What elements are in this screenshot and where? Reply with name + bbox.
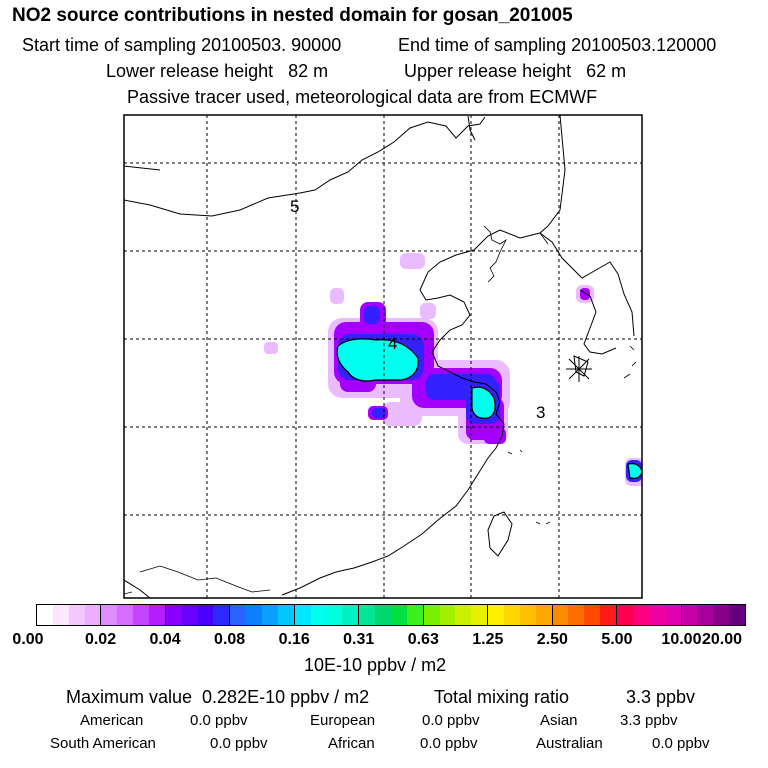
- maximum-value: Maximum value 0.282E-10 ppbv / m2: [66, 687, 370, 707]
- plume-core: [336, 338, 642, 479]
- region-south-american-label: South American: [50, 735, 156, 752]
- colorbar-swatch: [600, 605, 617, 625]
- colorbar-swatch: [342, 605, 359, 625]
- colorbar-segment: [488, 605, 553, 625]
- region-european-value: 0.0 ppbv: [422, 712, 480, 729]
- region-african-value: 0.0 ppbv: [420, 735, 478, 752]
- colorbar-swatch: [149, 605, 165, 625]
- colorbar-segment: [681, 605, 745, 625]
- map-frame: [123, 114, 643, 599]
- colorbar-swatch: [697, 605, 714, 625]
- region-south-american-value: 0.0 ppbv: [210, 735, 268, 752]
- region-american-value: 0.0 ppbv: [190, 712, 248, 729]
- colorbar-tick-label: 20.00: [701, 631, 743, 648]
- colorbar-swatch: [133, 605, 150, 625]
- receptor-star-icon: [566, 356, 592, 382]
- colorbar-swatch: [504, 605, 520, 625]
- contour-label-5: 5: [290, 197, 299, 216]
- colorbar-segment: [552, 605, 618, 625]
- colorbar-segment: [617, 605, 682, 625]
- lat-lon-grid: [124, 115, 642, 598]
- region-asian-label: Asian: [540, 712, 578, 729]
- colorbar-swatch: [535, 605, 552, 625]
- colorbar-swatch: [230, 605, 247, 625]
- map-title: NO2 source contributions in nested domai…: [12, 5, 573, 26]
- coastlines: [124, 115, 635, 598]
- colorbar-swatch: [552, 605, 569, 625]
- colorbar-tick-label: 0.63: [407, 631, 439, 648]
- region-australian-value: 0.0 ppbv: [652, 735, 710, 752]
- colorbar-segment: [165, 605, 231, 625]
- colorbar-swatch: [584, 605, 601, 625]
- region-european-label: European: [310, 712, 376, 729]
- colorbar-swatch: [52, 605, 69, 625]
- colorbar-swatch: [729, 605, 745, 625]
- colorbar-segment: [359, 605, 424, 625]
- colorbar-swatch: [439, 605, 456, 625]
- colorbar-swatch: [213, 605, 230, 625]
- colorbar-segment: [423, 605, 489, 625]
- contour-label-3: 3: [536, 403, 545, 422]
- colorbar-segment: [294, 605, 360, 625]
- colorbar-segment: [37, 605, 102, 625]
- end-time: End time of sampling 20100503.120000: [398, 35, 717, 55]
- colorbar-swatch: [310, 605, 327, 625]
- colorbar-swatch: [390, 605, 407, 625]
- colorbar-swatch: [165, 605, 182, 625]
- colorbar-units: 10E-10 ppbv / m2: [304, 655, 447, 675]
- colorbar-swatch: [294, 605, 311, 625]
- colorbar-swatch: [423, 605, 440, 625]
- region-american-label: American: [80, 712, 144, 729]
- colorbar-swatch: [617, 605, 633, 625]
- colorbar-swatch: [664, 605, 681, 625]
- colorbar-tick-label: 0.00: [12, 631, 44, 648]
- total-mixing-ratio-label: Total mixing ratio: [434, 687, 570, 707]
- colorbar-swatch: [197, 605, 214, 625]
- colorbar-tick-label: 0.16: [278, 631, 310, 648]
- colorbar-swatch: [101, 605, 118, 625]
- colorbar-swatch: [488, 605, 505, 625]
- colorbar-tick-label: 2.50: [536, 631, 568, 648]
- colorbar-swatch: [632, 605, 649, 625]
- colorbar: [36, 604, 746, 626]
- colorbar-swatch: [455, 605, 472, 625]
- colorbar-tick-label: 10.00: [661, 631, 702, 648]
- colorbar-swatch: [246, 605, 263, 625]
- colorbar-segment: [230, 605, 295, 625]
- colorbar-swatch: [519, 605, 536, 625]
- contour-label-4: 4: [388, 334, 397, 353]
- colorbar-segment: [101, 605, 166, 625]
- colorbar-swatch: [84, 605, 101, 625]
- colorbar-swatch: [681, 605, 698, 625]
- tracer-note: Passive tracer used, meteorological data…: [127, 87, 598, 107]
- colorbar-tick-label: 0.08: [214, 631, 246, 648]
- colorbar-swatch: [471, 605, 488, 625]
- colorbar-tick-label: 0.02: [84, 631, 117, 648]
- region-asian-value: 3.3 ppbv: [620, 712, 678, 729]
- lower-release-height: Lower release height 82 m: [106, 61, 329, 81]
- colorbar-swatch: [359, 605, 376, 625]
- region-african-label: African: [328, 735, 375, 752]
- colorbar-swatch: [375, 605, 391, 625]
- colorbar-swatch: [68, 605, 85, 625]
- colorbar-swatch: [262, 605, 278, 625]
- total-mixing-ratio-value: 3.3 ppbv: [626, 687, 696, 707]
- upper-release-height: Upper release height 62 m: [404, 61, 627, 81]
- colorbar-swatch: [117, 605, 134, 625]
- colorbar-swatch: [277, 605, 294, 625]
- colorbar-swatch: [181, 605, 198, 625]
- colorbar-swatch: [406, 605, 423, 625]
- colorbar-swatch: [326, 605, 343, 625]
- colorbar-tick-label: 0.31: [343, 631, 375, 648]
- colorbar-swatch: [648, 605, 665, 625]
- colorbar-tick-label: 5.00: [601, 631, 633, 648]
- colorbar-tick-label: 0.04: [149, 631, 181, 648]
- colorbar-tick-label: 1.25: [472, 631, 504, 648]
- region-australian-label: Australian: [536, 735, 603, 752]
- colorbar-swatch: [713, 605, 730, 625]
- colorbar-swatch: [37, 605, 53, 625]
- start-time: Start time of sampling 20100503. 90000: [22, 35, 342, 55]
- colorbar-swatch: [568, 605, 585, 625]
